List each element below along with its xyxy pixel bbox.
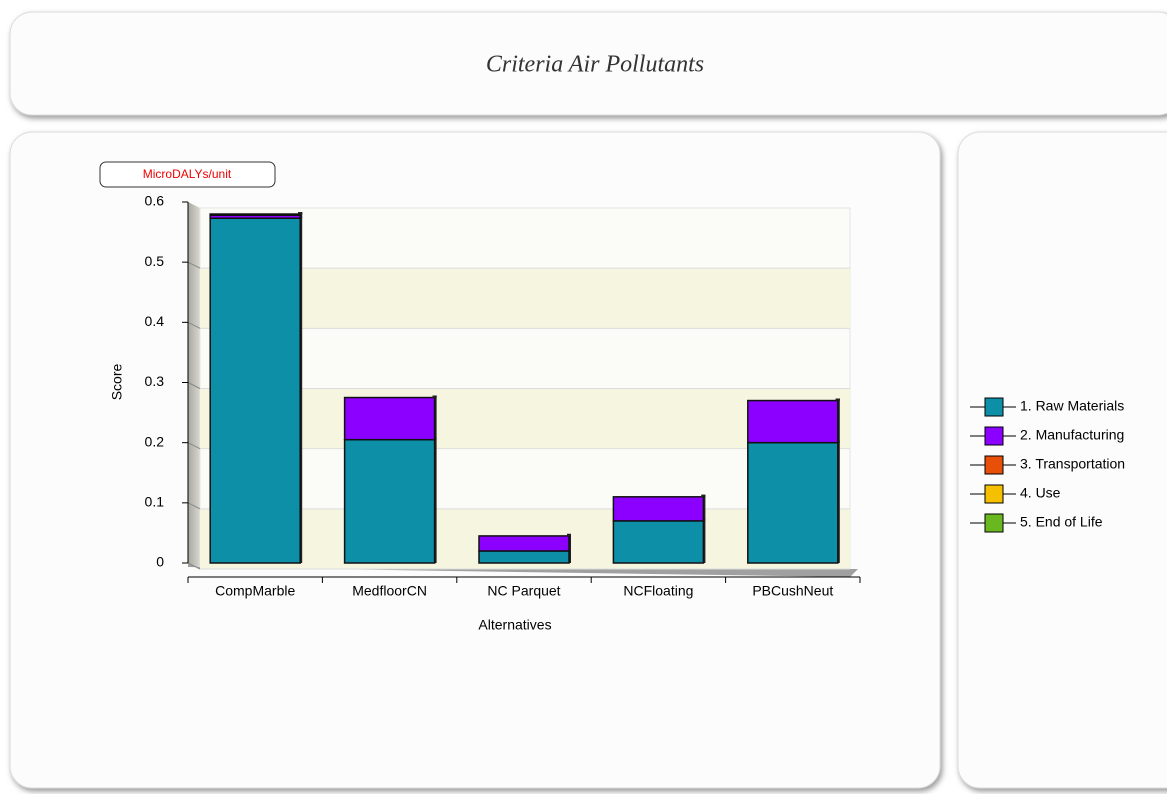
- grid-band: [200, 268, 850, 329]
- unit-box: [99, 161, 276, 188]
- title-panel: [9, 11, 1167, 116]
- legend-swatch: [984, 484, 1004, 504]
- legend-label: 1. Raw Materials: [1020, 398, 1124, 414]
- y-tick-label: 0.6: [145, 193, 165, 209]
- y-tick-label: 0.5: [145, 253, 165, 269]
- legend-label: 3. Transportation: [1020, 456, 1125, 472]
- grid-line: [187, 261, 201, 269]
- bar-side: [567, 533, 571, 536]
- y-tick-label: 0: [156, 554, 164, 570]
- bar-side: [701, 494, 706, 497]
- x-tick-label: MedfloorCN: [352, 583, 427, 599]
- y-tick-label: 0.3: [145, 373, 165, 389]
- bar-segment: [209, 217, 301, 564]
- y-tick-label: 0.4: [145, 313, 165, 329]
- x-tick-label: NCFloating: [623, 583, 693, 599]
- x-tick-label: PBCushNeut: [752, 583, 833, 599]
- legend-label: 5. End of Life: [1020, 514, 1103, 530]
- bar-segment: [209, 213, 301, 216]
- x-axis-title: Alternatives: [478, 617, 551, 633]
- bar-segment: [747, 399, 839, 444]
- grid-line: [187, 382, 201, 389]
- bar-segment: [478, 535, 570, 552]
- y-tick-label: 0.2: [145, 433, 165, 449]
- legend-label: 4. Use: [1020, 485, 1061, 501]
- grid-line: [187, 321, 201, 329]
- bar-segment: [612, 496, 705, 522]
- bar-segment: [478, 550, 570, 564]
- grid-line: [187, 562, 201, 570]
- legend-swatch: [984, 397, 1004, 417]
- unit-label: MicroDALYs/unit: [143, 167, 232, 181]
- bar-side: [298, 212, 303, 215]
- bar-segment: [343, 438, 436, 564]
- bar-side: [835, 398, 840, 401]
- bar-segment: [612, 520, 705, 564]
- x-tick-label: NC Parquet: [487, 583, 560, 599]
- legend-label: 2. Manufacturing: [1020, 427, 1124, 443]
- grid-line: [187, 442, 201, 450]
- grid-band: [200, 388, 850, 449]
- grid-line: [187, 502, 201, 510]
- floor: [188, 563, 858, 577]
- bar-side: [432, 395, 437, 398]
- bar-segment: [343, 396, 436, 441]
- bar-segment: [747, 441, 839, 564]
- legend-swatch: [984, 426, 1004, 446]
- chart-title: Criteria Air Pollutants: [486, 52, 704, 78]
- legend-swatch: [984, 513, 1004, 533]
- y-tick-label: 0.1: [145, 494, 165, 510]
- x-tick-label: CompMarble: [215, 583, 295, 599]
- legend-panel: [957, 131, 1167, 789]
- y-axis-title: Score: [109, 364, 125, 401]
- legend-swatch: [984, 455, 1004, 475]
